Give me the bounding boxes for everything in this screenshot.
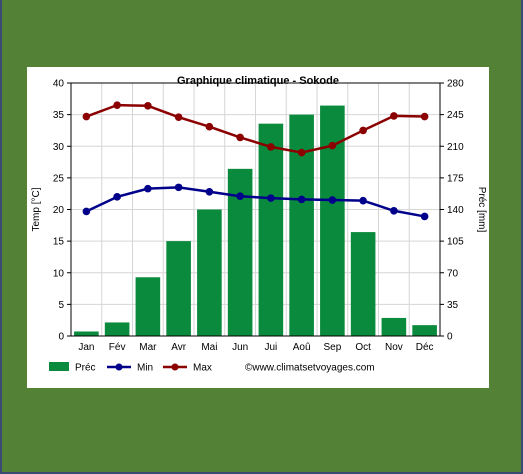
min-temperature-point-6 bbox=[236, 192, 244, 201]
precipitation-bar-4 bbox=[166, 241, 191, 336]
min-temperature-point-10 bbox=[359, 196, 367, 205]
y-axis-left-label: Temp [°C] bbox=[31, 187, 42, 231]
legend-marker-max bbox=[171, 363, 179, 371]
x-tick-label: Déc bbox=[416, 342, 434, 353]
max-temperature-line bbox=[85, 103, 425, 154]
y-right-tick-label: 245 bbox=[447, 110, 464, 121]
min-temperature-point-8 bbox=[297, 195, 306, 204]
precipitation-bar-2 bbox=[104, 322, 130, 336]
legend-marker-min bbox=[115, 363, 123, 371]
min-temperature-line bbox=[85, 186, 425, 218]
y-left-tick-label: 25 bbox=[53, 173, 65, 184]
x-tick-label: Aoû bbox=[293, 342, 311, 353]
legend-label-prec: Préc bbox=[75, 363, 96, 374]
x-tick-label: Nov bbox=[385, 342, 403, 353]
chart-card: Graphique climatique - Sokode 0 5 10 15 20 25… bbox=[27, 67, 489, 388]
y-right-tick-label: 210 bbox=[447, 142, 464, 153]
y-axis-right-label: Préc [mm] bbox=[476, 187, 487, 233]
y-right-tick-label: 175 bbox=[447, 173, 464, 184]
x-tick-label: Avr bbox=[171, 342, 186, 353]
y-left-tick-label: 30 bbox=[53, 142, 65, 153]
y-left-tick-label: 40 bbox=[53, 79, 65, 90]
y-left-tick-label: 0 bbox=[58, 332, 64, 343]
legend-label-max: Max bbox=[193, 363, 212, 374]
grid bbox=[71, 82, 440, 337]
climate-chart: Graphique climatique - Sokode 0 5 10 15 20 25… bbox=[31, 75, 487, 374]
legend-label-min: Min bbox=[137, 363, 153, 374]
min-temperature-point-9 bbox=[328, 196, 337, 204]
max-temperature-point-10 bbox=[359, 126, 367, 135]
x-tick-label: Jui bbox=[264, 342, 277, 353]
max-temperature-point-8 bbox=[297, 148, 306, 157]
y-right-tick-label: 140 bbox=[447, 205, 464, 216]
max-temperature-point-5 bbox=[205, 122, 214, 131]
y-left-tick-label: 15 bbox=[53, 237, 65, 248]
min-temperature-point-7 bbox=[267, 194, 275, 202]
min-temperature-point-4 bbox=[174, 183, 183, 192]
y-left-tick-label: 10 bbox=[53, 268, 65, 279]
max-temperature-point-2 bbox=[113, 101, 121, 109]
min-temperature-point-1 bbox=[82, 207, 91, 216]
x-tick-label: Jun bbox=[232, 342, 248, 353]
precipitation-bar-8 bbox=[289, 114, 314, 336]
y-right-tick-label: 35 bbox=[447, 300, 459, 311]
chart-title: Graphique climatique - Sokode bbox=[177, 75, 339, 87]
min-temperature-point-5 bbox=[205, 187, 214, 196]
min-temperature-point-12 bbox=[420, 212, 429, 221]
legend-swatch-prec bbox=[49, 362, 69, 371]
precipitation-bar-3 bbox=[135, 277, 161, 336]
precipitation-bar-1 bbox=[74, 331, 99, 336]
precipitation-bar-10 bbox=[350, 232, 376, 336]
precipitation-bar-12 bbox=[412, 325, 437, 336]
precipitation-bar-7 bbox=[258, 123, 284, 337]
max-temperature-point-12 bbox=[420, 112, 429, 121]
legend: Préc Min Max ©www.climatsetvoyages.com bbox=[49, 362, 375, 374]
min-temperature-point-3 bbox=[144, 184, 152, 193]
precipitation-bar-11 bbox=[381, 317, 407, 336]
x-tick-label: Mar bbox=[139, 342, 157, 353]
x-tick-label: Oct bbox=[355, 342, 371, 353]
axis-ticks: 0 5 10 15 20 25 30 35 40 0 35 70 105 140 175 210 245 280 J… bbox=[53, 79, 464, 354]
min-temperature-point-2 bbox=[113, 193, 121, 201]
x-tick-label: Mai bbox=[201, 342, 217, 353]
max-temperature-point-6 bbox=[236, 133, 244, 142]
max-temperature-point-3 bbox=[144, 101, 152, 110]
max-temperature-point-11 bbox=[390, 112, 398, 120]
temperature-lines bbox=[82, 101, 429, 221]
y-left-tick-label: 35 bbox=[53, 110, 65, 121]
x-tick-label: Sep bbox=[323, 342, 341, 353]
max-temperature-point-7 bbox=[267, 143, 275, 151]
x-tick-label: Jan bbox=[78, 342, 94, 353]
max-temperature-point-1 bbox=[82, 112, 91, 121]
y-right-tick-label: 0 bbox=[447, 332, 453, 343]
max-temperature-point-4 bbox=[174, 113, 183, 121]
max-temperature-point-9 bbox=[328, 141, 337, 150]
source-credit: ©www.climatsetvoyages.com bbox=[245, 363, 375, 374]
y-right-tick-label: 280 bbox=[447, 79, 464, 90]
y-right-tick-label: 70 bbox=[447, 268, 459, 279]
x-tick-label: Fév bbox=[109, 342, 126, 353]
y-left-tick-label: 20 bbox=[53, 205, 65, 216]
y-right-tick-label: 105 bbox=[447, 237, 464, 248]
y-left-tick-label: 5 bbox=[58, 300, 64, 311]
precipitation-bar-5 bbox=[197, 209, 222, 336]
min-temperature-point-11 bbox=[390, 206, 398, 215]
precipitation-bars bbox=[74, 105, 437, 337]
